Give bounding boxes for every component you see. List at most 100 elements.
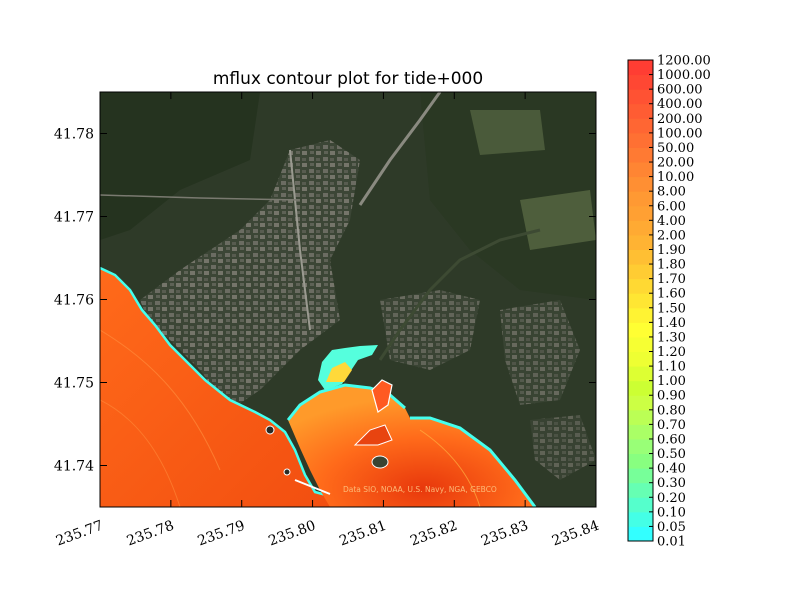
x-tick-label: 235.82 (408, 518, 460, 550)
urban-area (530, 415, 596, 480)
colorbar-tick-label: 4.00 (657, 214, 686, 229)
field-patch (520, 190, 596, 250)
colorbar-tick-label: 10.00 (657, 170, 694, 185)
urban-area (500, 300, 580, 405)
colorbar-tick-label: 0.01 (657, 535, 686, 550)
colorbar-tick-label: 0.30 (657, 476, 686, 491)
colorbar-segment (628, 380, 653, 396)
colorbar-segment (628, 336, 653, 353)
x-tick-label: 235.78 (125, 518, 177, 550)
colorbar-tick-label: 8.00 (657, 185, 686, 200)
road (289, 149, 311, 331)
contour-line (100, 329, 221, 471)
colorbar-tick-label: 1200.00 (657, 54, 711, 69)
road (100, 194, 301, 201)
rock (283, 468, 291, 476)
colorbar-tick-label: 1.40 (657, 316, 686, 331)
colorbar-segment (628, 366, 653, 382)
highway-road (358, 92, 442, 206)
y-tick-label: 41.76 (54, 293, 94, 309)
x-tick-label: 235.77 (54, 518, 106, 550)
colorbar-segment (628, 351, 653, 367)
colorbar-tick-label: 6.00 (657, 199, 686, 214)
x-tick-label: 235.84 (550, 518, 602, 550)
colorbar-segment (628, 249, 653, 265)
harbor-inner (326, 362, 352, 382)
colorbar-tick-label: 1.70 (657, 272, 686, 287)
colorbar-segment (628, 205, 653, 221)
colorbar-frame (627, 59, 654, 542)
colorbar-tick-label: 1.20 (657, 345, 686, 360)
colorbar-tick-label: 2.00 (657, 228, 686, 243)
bay-flux-field (288, 385, 535, 507)
colorbar-tick-label: 0.90 (657, 389, 686, 404)
x-tick-label: 235.79 (196, 518, 248, 550)
colorbar-segment (628, 453, 653, 469)
chart-title: mflux contour plot for tide+000 (213, 69, 483, 89)
jetty (353, 424, 393, 446)
y-axis-ticks: 41.74 41.75 41.76 41.77 41.78 (54, 127, 596, 475)
colorbar-tick-label: 1.10 (657, 360, 686, 375)
colorbar-segment (628, 526, 653, 542)
river (378, 228, 541, 361)
colorbar-segment (628, 482, 653, 498)
colorbar-tick-label: 0.50 (657, 447, 686, 462)
x-tick-label: 235.80 (266, 518, 318, 550)
colorbar-tick-label: 0.20 (657, 491, 686, 506)
forest-patch (100, 92, 260, 240)
colorbar-segment (628, 89, 653, 105)
colorbar-segment (628, 438, 653, 455)
colorbar-tick-label: 1.80 (657, 258, 686, 273)
colorbar-segment (628, 74, 653, 90)
colorbar-segment (628, 60, 653, 76)
colorbar-segment (628, 220, 653, 236)
colorbar-tick-label: 1.30 (657, 330, 686, 345)
colorbar-segment (628, 395, 653, 411)
colorbar-segment (628, 162, 653, 178)
colorbar-tick-label: 1.00 (657, 374, 686, 389)
colorbar-tick-label: 600.00 (657, 83, 703, 98)
colorbar-segment (628, 424, 653, 440)
island (371, 455, 389, 469)
contour-line (100, 399, 181, 507)
y-tick-label: 41.78 (54, 127, 94, 143)
colorbar-segment (628, 264, 653, 280)
colorbar-segment (628, 176, 653, 192)
urban-area (140, 140, 360, 410)
map-plot-area: Data SIO, NOAA, U.S. Navy, NGA, GEBCO (100, 92, 596, 507)
colorbar-tick-label: 50.00 (657, 141, 694, 156)
colorbar-segment (628, 118, 653, 134)
colorbar-segment (628, 322, 653, 338)
colorbar-segment (628, 293, 653, 309)
colorbar-tick-label: 0.60 (657, 432, 686, 447)
breakwater (294, 479, 331, 495)
contour-line (419, 429, 481, 507)
colorbar-segment (628, 278, 653, 294)
colorbar-tick-label: 0.10 (657, 505, 686, 520)
colorbar-tick-label: 0.05 (657, 520, 686, 535)
colorbar-segment (628, 511, 653, 527)
colorbar-segment (628, 468, 653, 484)
colorbar-segment (628, 497, 653, 513)
colorbar-tick-label: 20.00 (657, 156, 694, 171)
ocean-flux-field (100, 268, 340, 507)
colorbar-tick-label: 400.00 (657, 97, 703, 112)
coastal-fringe (100, 266, 331, 498)
colorbar-segment (628, 191, 653, 207)
rock (265, 425, 275, 435)
colorbar-tick-label: 1000.00 (657, 68, 711, 83)
colorbar-segment (628, 103, 653, 119)
colorbar-segment (628, 147, 653, 163)
colorbar-tick-label: 1.60 (657, 287, 686, 302)
forest-patch (420, 92, 596, 300)
colorbar-segment (628, 132, 653, 148)
field-patch (470, 110, 545, 155)
x-tick-label: 235.83 (479, 518, 531, 550)
basemap-attribution: Data SIO, NOAA, U.S. Navy, NGA, GEBCO (343, 485, 497, 494)
colorbar-tick-label: 0.70 (657, 418, 686, 433)
urban-area (380, 290, 480, 370)
colorbar-segment (628, 234, 653, 250)
y-tick-label: 41.75 (54, 376, 94, 392)
colorbar: 0.010.050.100.200.300.400.500.600.700.80… (627, 54, 711, 550)
